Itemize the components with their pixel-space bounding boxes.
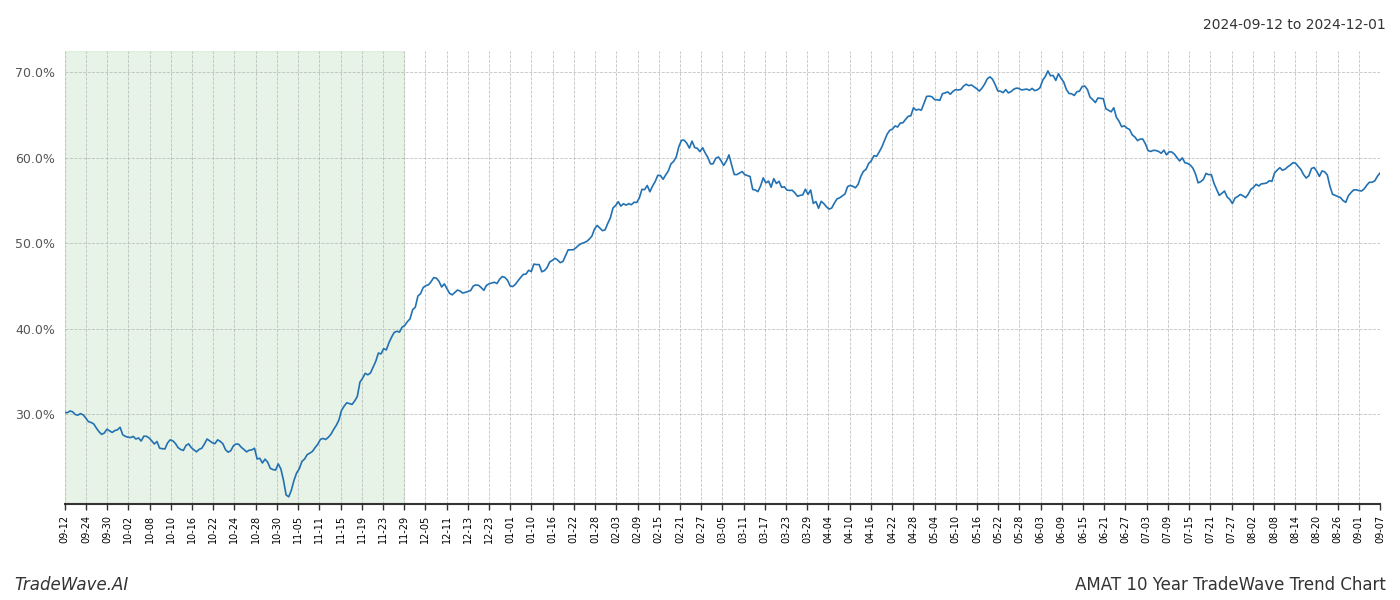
Text: 2024-09-12 to 2024-12-01: 2024-09-12 to 2024-12-01 bbox=[1203, 18, 1386, 32]
Bar bbox=[64, 51, 405, 504]
Text: TradeWave.AI: TradeWave.AI bbox=[14, 576, 129, 594]
Text: AMAT 10 Year TradeWave Trend Chart: AMAT 10 Year TradeWave Trend Chart bbox=[1075, 576, 1386, 594]
